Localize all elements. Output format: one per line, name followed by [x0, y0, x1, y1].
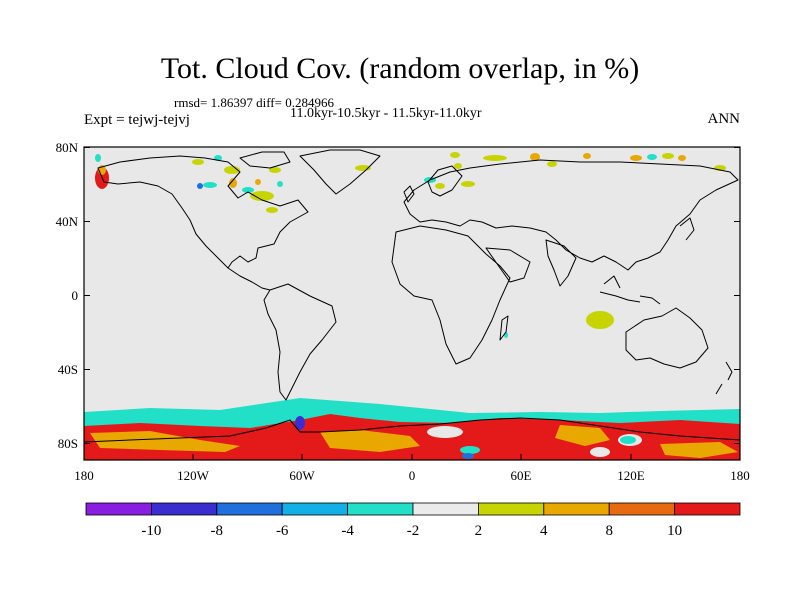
yellow-patch [269, 167, 281, 173]
coastline-india [545, 239, 577, 287]
lat-label-80s: 80S [58, 436, 78, 451]
yellow-patch [454, 163, 462, 169]
orange-patch [660, 442, 738, 458]
lon-label-120w: 120W [177, 468, 210, 483]
coastline-japan [679, 217, 695, 241]
lat-tick-marks [84, 147, 740, 444]
coastline-indonesia [599, 275, 661, 305]
experiment-label: Expt = tejwj-tejvj [84, 112, 190, 128]
lon-tick-marks [83, 454, 741, 460]
coastline-antarctica [84, 417, 740, 443]
coastline-africa [391, 225, 511, 365]
colorbar-swatch [674, 502, 741, 516]
colorbar-swatch [608, 502, 676, 516]
coastline-eurasia [403, 159, 739, 271]
antarctic-red-band [84, 414, 740, 460]
map-title: Tot. Cloud Cov. (random overlap, in %) [160, 52, 640, 85]
coastline-new-zealand [715, 361, 733, 395]
cyan-spot [620, 436, 636, 444]
lat-label-0: 0 [72, 288, 79, 303]
map-field [84, 147, 740, 460]
stats-label: rmsd= 1.86397 diff= 0.284966 [174, 95, 334, 110]
coastline-arctic-islands [239, 151, 291, 169]
colorbar [85, 502, 741, 516]
colorbar-swatch [412, 502, 479, 516]
colorbar-labels: -10 -8 -6 -4 -2 2 4 8 10 [141, 523, 682, 539]
yellow-patch [224, 166, 240, 174]
blue-spot [295, 416, 305, 430]
gray-hole [590, 447, 610, 457]
orange-patch [555, 425, 610, 446]
cyan-patch [504, 332, 508, 338]
coastline-arabia [485, 247, 531, 283]
period-label: 11.0kyr-10.5kyr - 11.5kyr-11.0kyr [290, 106, 482, 121]
lat-label-80n: 80N [56, 140, 79, 155]
colorbar-label: -4 [341, 523, 354, 539]
colorbar-swatch [85, 502, 152, 516]
cyan-patch [95, 154, 101, 162]
orange-patch [90, 431, 240, 452]
colorbar-label: -6 [276, 523, 289, 539]
orange-patch [530, 153, 540, 161]
lon-label-120e: 120E [617, 468, 645, 483]
coastline-south-america [263, 283, 337, 401]
lat-label-40n: 40N [56, 214, 79, 229]
colorbar-swatch [477, 502, 545, 516]
colorbar-swatch [150, 502, 218, 516]
yellow-patch [483, 155, 507, 161]
colorbar-label: 8 [605, 523, 613, 539]
colorbar-swatch [216, 502, 283, 516]
coastline-australia [625, 307, 709, 369]
colorbar-swatch [347, 502, 414, 516]
orange-patch [229, 178, 237, 188]
season-label: ANN [707, 111, 741, 127]
lat-label-40s: 40S [58, 362, 78, 377]
blue-patch [197, 183, 203, 189]
colorbar-swatch [543, 502, 610, 516]
yellow-patch [266, 207, 278, 213]
yellow-patch [450, 152, 460, 158]
yellow-patch [192, 159, 204, 165]
cyan-patch [242, 187, 254, 193]
lon-label-180e: 180 [730, 468, 750, 483]
lon-label-60e: 60E [511, 468, 532, 483]
coastline-central-america [227, 267, 271, 291]
orange-patch [255, 179, 261, 185]
gray-hole [427, 426, 463, 438]
orange-patch [678, 155, 686, 161]
coastline-north-america [97, 155, 309, 269]
lon-label-180w: 180 [74, 468, 94, 483]
lon-tick-labels: 180 120W 60W 0 60E 120E 180 [74, 468, 750, 483]
colorbar-label: 10 [667, 523, 682, 539]
cyan-spot [460, 446, 480, 454]
orange-patch [583, 153, 591, 159]
yellow-patch [250, 191, 274, 201]
yellow-patch [461, 181, 475, 187]
lat-tick-labels: 80N 40N 0 40S 80S [56, 140, 79, 451]
colorbar-swatch [281, 502, 349, 516]
coastline-madagascar [499, 315, 509, 341]
cyan-patch [277, 181, 283, 187]
lon-label-60w: 60W [289, 468, 315, 483]
yellow-patch [547, 161, 557, 167]
coastline-scandinavia [427, 165, 463, 197]
colorbar-label: -8 [211, 523, 224, 539]
colorbar-label: -2 [407, 523, 420, 539]
coastlines [84, 149, 740, 443]
orange-patch [630, 155, 642, 161]
colorbar-label: 4 [540, 523, 548, 539]
colorbar-label: 2 [475, 523, 483, 539]
yellow-patch [586, 311, 614, 329]
yellow-patch [662, 153, 674, 159]
cyan-patch [203, 182, 217, 188]
blue-spot [462, 453, 474, 459]
coastline-british-isles [403, 185, 415, 203]
orange-patch [320, 430, 420, 452]
yellow-patch [435, 183, 445, 189]
lon-label-0: 0 [409, 468, 416, 483]
colorbar-label: -10 [141, 523, 161, 539]
cyan-patch [647, 154, 657, 160]
coastline-greenland [299, 149, 381, 195]
